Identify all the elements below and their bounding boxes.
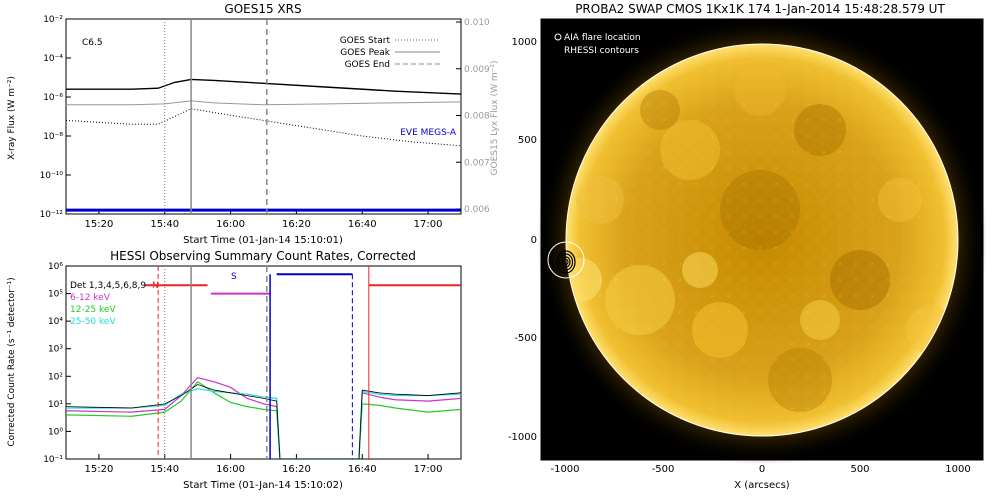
- hessi-flag-n: N: [152, 281, 159, 291]
- hessi-legend-det: Det 1,3,4,5,6,8,9: [70, 281, 146, 291]
- hessi-panel: HESSI Observing Summary Count Rates, Cor…: [7, 249, 462, 491]
- sun-xtick: 1000: [945, 464, 970, 475]
- goes-legend-end: GOES End: [345, 60, 390, 70]
- hessi-title: HESSI Observing Summary Count Rates, Cor…: [110, 249, 416, 263]
- sun-heliographic-grid: [566, 44, 958, 436]
- rhessi-legend-symbol: [554, 46, 562, 54]
- hessi-frame: [65, 265, 462, 460]
- goes-ylabel: X-ray Flux (W m⁻²): [7, 76, 17, 160]
- hessi-series-line: [66, 376, 461, 459]
- hessi-xtick-label: 16:00: [216, 464, 245, 475]
- sun-ytick: 1000: [512, 37, 537, 48]
- goes-x-ticks: 15:20 15:40 16:00 16:20 16:40 17:00: [85, 209, 443, 230]
- hessi-ytick-label: 10³: [48, 345, 63, 355]
- sun-xtick: 0: [759, 464, 765, 475]
- goes-y2tick-label: 0.006: [464, 205, 490, 215]
- hessi-x-ticks: 15:20 15:40 16:00 16:20 16:40 17:00: [85, 454, 443, 475]
- aia-flare-location-marker: [547, 241, 585, 279]
- hessi-legend-25-50: 25-50 keV: [70, 317, 116, 327]
- goes-xtick-label: 15:20: [85, 219, 114, 230]
- sun-ytick: 0: [531, 235, 537, 246]
- hessi-series-line: [66, 381, 461, 459]
- goes-panel: GOES15 XRS C6.5 X-ray Flux (W m⁻²) GOES1…: [7, 2, 500, 246]
- hessi-xtick-label: 16:20: [282, 464, 311, 475]
- goes-xtick-label: 16:00: [216, 219, 245, 230]
- rhessi-contour: [558, 253, 574, 271]
- hessi-xtick-label: 15:20: [85, 464, 114, 475]
- goes-xtick-label: 16:40: [348, 219, 377, 230]
- hessi-legend-12-25: 12-25 keV: [70, 305, 116, 315]
- hessi-y-ticks: 10⁶ 10⁵ 10⁴ 10³ 10² 10¹ 10⁰ 10⁻¹: [43, 262, 71, 465]
- hessi-xtick-label: 17:00: [414, 464, 443, 475]
- hessi-xlabel: Start Time (01-Jan-14 15:10:02): [183, 480, 343, 491]
- hessi-series-line: [66, 384, 461, 459]
- goes-legend-peak: GOES Peak: [340, 48, 390, 58]
- goes-xlabel: Start Time (01-Jan-14 15:10:01): [183, 235, 343, 246]
- goes-ytick-label: 10⁻¹²: [40, 210, 64, 220]
- hessi-ytick-label: 10⁶: [48, 262, 63, 272]
- goes-y2tick-label: 0.010: [464, 18, 490, 28]
- goes-legend-start: GOES Start: [340, 36, 391, 46]
- sun-legend-rhessi: RHESSI contours: [564, 46, 639, 56]
- hessi-flag-s: S: [231, 272, 237, 282]
- goes-y2tick-label: 0.008: [464, 112, 490, 122]
- sun-limb: [565, 43, 959, 437]
- goes-ytick-label: 10⁻²: [43, 15, 63, 25]
- goes-y-ticks: 10⁻² 10⁻⁴ 10⁻⁶ 10⁻⁸ 10⁻¹⁰ 10⁻¹²: [40, 15, 71, 220]
- hessi-ylabel: Corrected Count Rate (s⁻¹ detector⁻¹): [7, 277, 17, 446]
- hessi-legend-6-12: 6-12 keV: [70, 293, 111, 303]
- sun-y-ticks: 1000 500 0 -500 -1000: [508, 37, 537, 443]
- goes-eve-label: EVE MEGS-A: [400, 128, 457, 138]
- goes-ytick-label: 10⁻⁴: [43, 54, 63, 64]
- goes-ytick-label: 10⁻⁶: [43, 93, 63, 103]
- goes-legend: GOES Start GOES Peak GOES End: [340, 36, 440, 70]
- sun-legend: AIA flare location RHESSI contours: [554, 33, 641, 56]
- rhessi-contours: [556, 250, 576, 274]
- sun-xtick: -1000: [550, 464, 579, 475]
- hessi-ytick-label: 10⁵: [48, 290, 63, 300]
- sun-panel: PROBA2 SWAP CMOS 1Kx1K 174 1-Jan-2014 15…: [508, 2, 987, 491]
- rhessi-contour: [556, 250, 576, 274]
- hessi-xtick-label: 15:40: [150, 464, 179, 475]
- goes-series: [66, 19, 461, 214]
- hessi-ytick-label: 10⁻¹: [43, 455, 63, 465]
- goes-title: GOES15 XRS: [224, 2, 301, 16]
- rhessi-contour: [561, 256, 571, 268]
- goes-ytick-label: 10⁻⁸: [43, 132, 63, 142]
- goes-xtick-label: 17:00: [414, 219, 443, 230]
- hessi-legend: Det 1,3,4,5,6,8,9 6-12 keV 12-25 keV 25-…: [70, 281, 146, 327]
- goes-y2tick-label: 0.009: [464, 65, 490, 75]
- sun-xtick: 500: [850, 464, 869, 475]
- goes-xtick-label: 15:40: [150, 219, 179, 230]
- sun-ytick: -1000: [508, 432, 537, 443]
- sun-title: PROBA2 SWAP CMOS 1Kx1K 174 1-Jan-2014 15…: [575, 2, 945, 16]
- sun-legend-aia: AIA flare location: [564, 33, 641, 43]
- hessi-ytick-label: 10¹: [48, 400, 63, 410]
- goes-class-label: C6.5: [82, 38, 103, 48]
- goes-y2label: GOES15 Lyx Flux (W m⁻²): [490, 61, 500, 176]
- goes-series-line: [66, 78, 461, 95]
- goes-y2tick-label: 0.007: [464, 158, 490, 168]
- hessi-xtick-label: 16:40: [348, 464, 377, 475]
- goes-series-line: [66, 100, 461, 106]
- aia-legend-symbol: [554, 33, 562, 41]
- hessi-ytick-label: 10⁰: [48, 427, 63, 437]
- hessi-ytick-label: 10²: [48, 372, 63, 382]
- goes-series-line: [66, 108, 461, 147]
- hessi-series: [66, 266, 461, 459]
- goes-xtick-label: 16:20: [282, 219, 311, 230]
- hessi-series-line: [66, 388, 461, 459]
- rhessi-contour: [563, 258, 569, 266]
- goes-ytick-label: 10⁻¹⁰: [40, 171, 64, 181]
- sun-xtick: -500: [652, 464, 675, 475]
- hessi-ytick-label: 10⁴: [48, 317, 63, 327]
- goes-frame: [65, 18, 462, 215]
- sun-ytick: 500: [518, 135, 537, 146]
- sun-x-ticks: -1000 -500 0 500 1000: [550, 464, 970, 475]
- sun-ytick: -500: [514, 333, 537, 344]
- sun-xlabel: X (arcsecs): [734, 480, 790, 491]
